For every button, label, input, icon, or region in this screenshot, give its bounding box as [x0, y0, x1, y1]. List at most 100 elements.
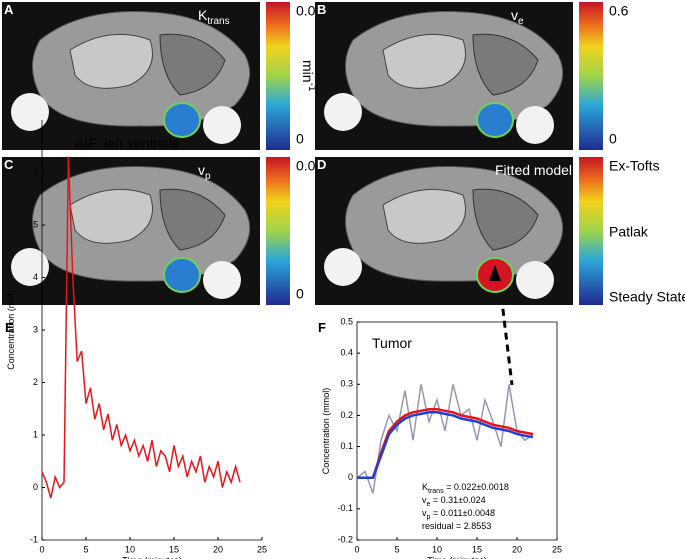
data-line	[356, 384, 534, 494]
colorbar	[266, 2, 290, 150]
unit-sup: -1	[306, 83, 317, 92]
map-title: ve	[511, 7, 524, 27]
data-line	[41, 156, 241, 499]
colorbar-label: Ex-Tofts	[609, 158, 660, 174]
x-tick-label: 25	[257, 544, 267, 554]
data-line	[357, 411, 534, 479]
reference-tube	[11, 248, 49, 286]
x-tick-label: 10	[125, 544, 135, 554]
image-panel: D Fitted model Ex-Tofts Patlak Steady State	[315, 157, 685, 305]
y-tick-label: 1	[33, 429, 38, 439]
reference-tube	[324, 93, 362, 131]
chart-title: Tumor	[372, 335, 412, 351]
map-title-text: v	[198, 162, 205, 178]
organ	[159, 33, 226, 96]
x-tick-label: 25	[552, 544, 562, 554]
map-title: Ktrans	[198, 7, 230, 27]
map-title-sub: e	[518, 16, 524, 27]
y-tick-label: 0	[348, 472, 353, 482]
organ	[382, 188, 466, 244]
annotation-text: K	[422, 482, 428, 492]
y-tick-label: 0.4	[340, 348, 353, 358]
data-line	[357, 407, 534, 479]
panel-label: D	[317, 157, 326, 172]
y-tick-label: 0.3	[340, 379, 353, 389]
tumor-map	[163, 102, 201, 138]
y-tick-label: 0.2	[340, 410, 353, 420]
y-tick-label: 2	[33, 377, 38, 387]
y-tick-label: 3	[33, 324, 38, 334]
organ	[69, 33, 153, 89]
map-title-text: v	[511, 7, 518, 23]
organ	[69, 188, 153, 244]
colorbar-label: 0.6	[609, 3, 629, 19]
tumor-marker	[489, 265, 501, 281]
colorbar-label: Steady State	[609, 289, 685, 305]
fit-annotation: vp = 0.011±0.0048	[422, 508, 495, 521]
annotation-value: = 0.011±0.0048	[430, 508, 495, 518]
y-tick-label: -1	[30, 534, 38, 544]
unit-text: min	[300, 60, 316, 83]
colorbar-label: Patlak	[609, 224, 649, 240]
colorbar	[266, 157, 290, 305]
colorbar-unit: min-1	[300, 60, 317, 92]
map-title-sub: trans	[207, 16, 229, 27]
reference-tube	[203, 261, 241, 299]
x-tick-label: 20	[213, 544, 223, 554]
y-tick-label: 6	[33, 167, 38, 177]
reference-tube	[11, 93, 49, 131]
organ	[472, 33, 539, 96]
x-tick-label: 5	[83, 544, 88, 554]
tumor-map	[476, 102, 514, 138]
reference-tube	[516, 261, 554, 299]
x-tick-label: 15	[472, 544, 482, 554]
y-tick-label: 0.5	[340, 316, 353, 326]
annotation-value: = 0.31±0.024	[430, 495, 485, 505]
x-axis-label: Time (minutes)	[122, 555, 182, 559]
map-title-text: K	[198, 7, 208, 23]
organ	[472, 188, 539, 251]
chart-title: AIF: left ventricle	[75, 135, 179, 151]
x-tick-label: 15	[169, 544, 179, 554]
reference-tube	[203, 106, 241, 144]
colorbar-label: 0	[296, 286, 304, 302]
colorbar-label: 0	[609, 131, 617, 147]
y-axis-label: Concentration (mmol)	[321, 388, 331, 475]
map-title: Fitted model	[495, 162, 572, 178]
panel-label: A	[4, 2, 14, 17]
annotation-text: residual = 2.8553	[422, 521, 491, 531]
x-axis-label: Time (minutes)	[427, 555, 487, 559]
reference-tube	[324, 248, 362, 286]
x-tick-label: 0	[39, 544, 44, 554]
map-title-sub: p	[205, 171, 211, 182]
panel-label: F	[318, 320, 326, 335]
y-axis-label: Concentration (mM)	[6, 290, 16, 370]
x-tick-label: 10	[432, 544, 442, 554]
map-title: vp	[198, 162, 211, 182]
y-tick-label: 5	[33, 219, 38, 229]
colorbar-label: 0	[296, 131, 304, 147]
x-tick-label: 5	[394, 544, 399, 554]
fit-annotation: residual = 2.8553	[422, 521, 491, 531]
y-tick-label: 0.1	[340, 441, 353, 451]
x-tick-label: 0	[354, 544, 359, 554]
map-title-text: Fitted model	[495, 162, 572, 178]
y-tick-label: 0	[33, 482, 38, 492]
tumor-map	[163, 257, 201, 293]
panel-label: E	[5, 320, 14, 335]
organ	[382, 33, 466, 89]
annotation-sub: trans	[428, 488, 444, 495]
y-tick-label: 4	[33, 272, 38, 282]
y-tick-label: -0.2	[337, 534, 353, 544]
annotation-sub: e	[427, 501, 431, 508]
annotation-text: v	[422, 508, 427, 518]
annotation-value: = 0.022±0.0018	[444, 482, 509, 492]
x-tick-label: 20	[512, 544, 522, 554]
fit-annotation: Ktrans = 0.022±0.0018	[422, 482, 509, 495]
panel-label: B	[317, 2, 326, 17]
